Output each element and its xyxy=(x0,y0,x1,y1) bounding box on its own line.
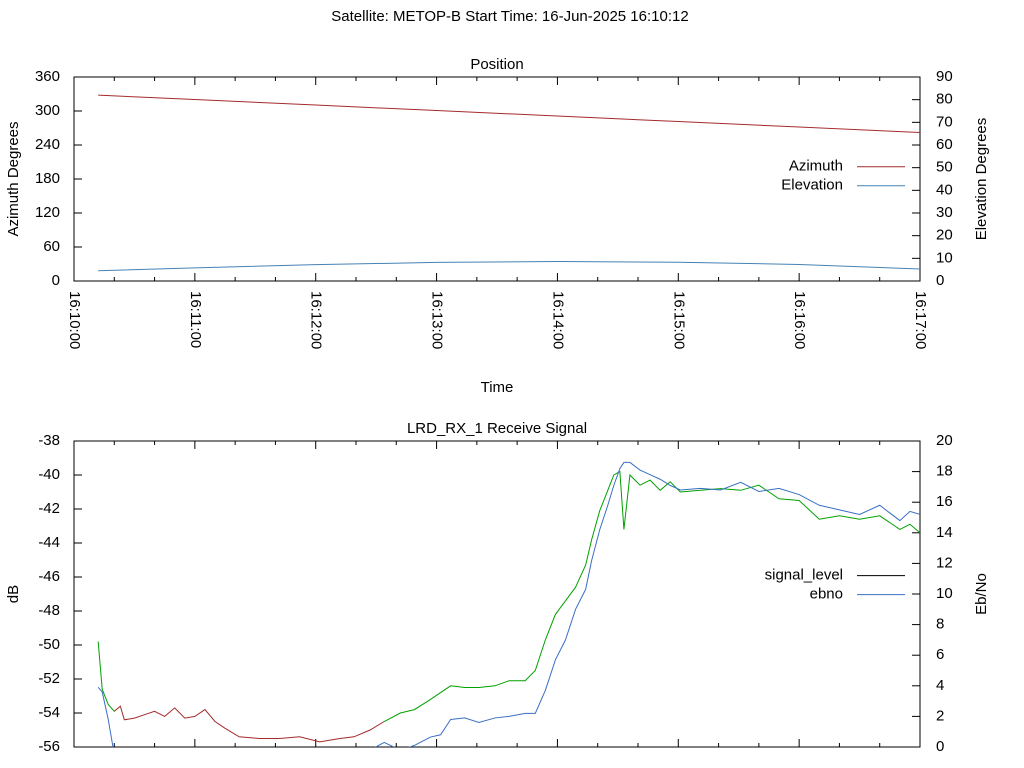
y2-tick-label: 16 xyxy=(936,493,953,510)
legend-label: Azimuth xyxy=(789,158,843,175)
y-tick-label: -38 xyxy=(38,432,60,449)
chart-title: Position xyxy=(470,56,523,73)
y-axis-label: dB xyxy=(5,585,22,603)
y2-tick-label: 20 xyxy=(936,432,953,449)
series-line xyxy=(98,261,920,272)
y-tick-label: 300 xyxy=(35,102,60,119)
y-tick-label: 360 xyxy=(35,68,60,85)
y-tick-label: -40 xyxy=(38,466,60,483)
y-tick-label: 180 xyxy=(35,170,60,187)
y2-tick-label: 80 xyxy=(936,91,953,108)
y2-tick-label: 12 xyxy=(936,554,953,571)
legend-label: signal_level xyxy=(765,567,843,584)
figure-title: Satellite: METOP-B Start Time: 16-Jun-20… xyxy=(331,8,688,25)
legend-label: Elevation xyxy=(781,177,843,194)
y-tick-label: 120 xyxy=(35,204,60,221)
series-line xyxy=(97,461,920,747)
series-line xyxy=(97,470,920,743)
y-tick-label: -50 xyxy=(38,636,60,653)
y2-tick-label: 10 xyxy=(936,585,953,602)
x-tick-label: 16:15:00 xyxy=(670,291,687,349)
y2-tick-label: 14 xyxy=(936,524,953,541)
x-tick-label: 16:14:00 xyxy=(549,291,566,349)
x-tick-label: 16:10:00 xyxy=(66,291,83,349)
y2-tick-label: 40 xyxy=(936,181,953,198)
y2-tick-label: 50 xyxy=(936,159,953,176)
y2-tick-label: 2 xyxy=(936,707,944,724)
legend-label: ebno xyxy=(810,586,843,603)
y2-tick-label: 60 xyxy=(936,136,953,153)
y2-tick-label: 10 xyxy=(936,249,953,266)
y2-tick-label: 0 xyxy=(936,272,944,289)
series-line xyxy=(98,94,920,134)
y-tick-label: -42 xyxy=(38,500,60,517)
y-tick-label: -48 xyxy=(38,602,60,619)
y2-tick-label: 70 xyxy=(936,113,953,130)
y-tick-label: 60 xyxy=(43,238,60,255)
y-tick-label: -56 xyxy=(38,738,60,755)
chart-title: LRD_RX_1 Receive Signal xyxy=(407,420,587,437)
x-tick-label: 16:12:00 xyxy=(308,291,325,349)
y2-tick-label: 30 xyxy=(936,204,953,221)
y-tick-label: 0 xyxy=(52,272,60,289)
y-tick-label: -46 xyxy=(38,568,60,585)
y2-axis-label: Eb/No xyxy=(973,573,990,615)
x-tick-label: 16:11:00 xyxy=(187,291,204,348)
x-tick-label: 16:13:00 xyxy=(429,291,446,349)
y-tick-label: 240 xyxy=(35,136,60,153)
y-axis-label: Azimuth Degrees xyxy=(5,121,22,236)
y-tick-label: -52 xyxy=(38,670,60,687)
y2-tick-label: 8 xyxy=(936,616,944,633)
plot-frame xyxy=(73,440,921,748)
y2-axis-label: Elevation Degrees xyxy=(973,118,990,241)
y2-tick-label: 90 xyxy=(936,68,953,85)
x-tick-label: 16:17:00 xyxy=(912,291,929,349)
y-tick-label: -44 xyxy=(38,534,60,551)
x-tick-label: 16:16:00 xyxy=(791,291,808,349)
y2-tick-label: 0 xyxy=(936,738,944,755)
y2-tick-label: 18 xyxy=(936,463,953,480)
y-tick-label: -54 xyxy=(38,704,60,721)
y2-tick-label: 20 xyxy=(936,227,953,244)
x-axis-label: Time xyxy=(481,379,514,396)
y2-tick-label: 4 xyxy=(936,677,944,694)
y2-tick-label: 6 xyxy=(936,646,944,663)
